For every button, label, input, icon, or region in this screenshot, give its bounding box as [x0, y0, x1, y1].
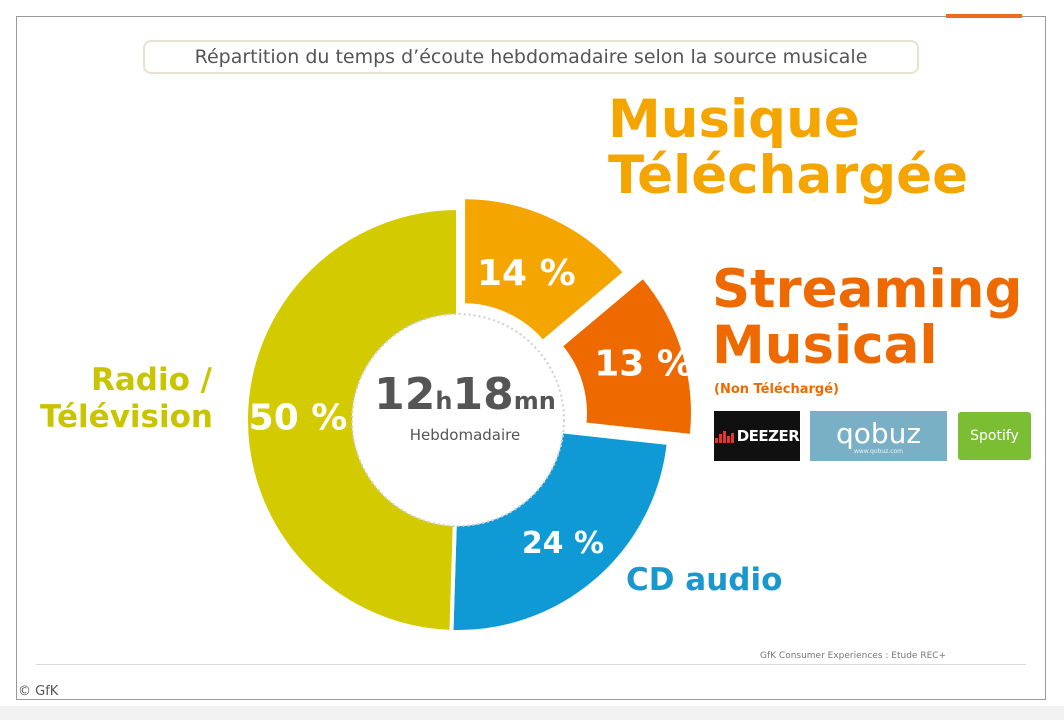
center-total: 12h18mn — [374, 369, 556, 420]
value-label-cd-audio: 24 % — [522, 526, 604, 561]
center-mn-unit: mn — [514, 387, 556, 415]
source-note: GfK Consumer Experiences : Etude REC+ — [760, 651, 947, 661]
center-h-unit: h — [435, 387, 452, 415]
label-streaming-sub: (Non Téléchargé) — [714, 382, 839, 397]
label-streaming: Streaming Musical — [712, 262, 1022, 373]
value-labels-group: 14 % 13 % 24 % 50 % — [249, 253, 693, 561]
corner-accent — [946, 14, 1022, 18]
value-label-radio-television: 50 % — [249, 398, 348, 439]
spotify-logo-text: Spotify — [970, 428, 1019, 444]
footer-divider — [36, 664, 1026, 665]
slice-musique-telechargee — [461, 195, 629, 345]
deezer-logo: DEEZER — [714, 411, 800, 461]
qobuz-logo: qobuz www.qobuz.com — [810, 411, 947, 461]
copyright-note: © GfK — [18, 684, 59, 699]
label-radio-line1: Radio / — [90, 362, 212, 398]
center-hours: 12 — [374, 369, 435, 420]
slice-streaming-musical — [557, 273, 695, 439]
qobuz-logo-text: qobuz — [835, 417, 922, 450]
deezer-logo-text: DEEZER — [736, 427, 800, 445]
label-download: Musique Téléchargée — [608, 92, 968, 203]
label-radio-line2: Télévision — [40, 399, 213, 436]
value-label-musique-telechargee: 14 % — [477, 253, 576, 294]
value-label-streaming-musical: 13 % — [594, 344, 693, 385]
label-radio: Radio / Télévision — [40, 362, 213, 436]
center-hole — [351, 313, 565, 527]
equalizer-icon — [714, 429, 734, 443]
label-cd: CD audio — [626, 562, 783, 598]
chart-title: Répartition du temps d’écoute hebdomadai… — [143, 40, 919, 74]
label-download-line1: Musique — [608, 89, 860, 150]
center-minutes: 18 — [453, 369, 514, 420]
center-caption: Hebdomadaire — [410, 426, 520, 444]
qobuz-logo-url: www.qobuz.com — [853, 448, 904, 455]
label-streaming-line2: Musical — [712, 314, 938, 376]
bottom-strip — [0, 706, 1064, 720]
label-download-line2: Téléchargée — [608, 144, 969, 206]
label-streaming-line1: Streaming — [712, 259, 1023, 320]
spotify-logo: Spotify — [958, 412, 1031, 460]
